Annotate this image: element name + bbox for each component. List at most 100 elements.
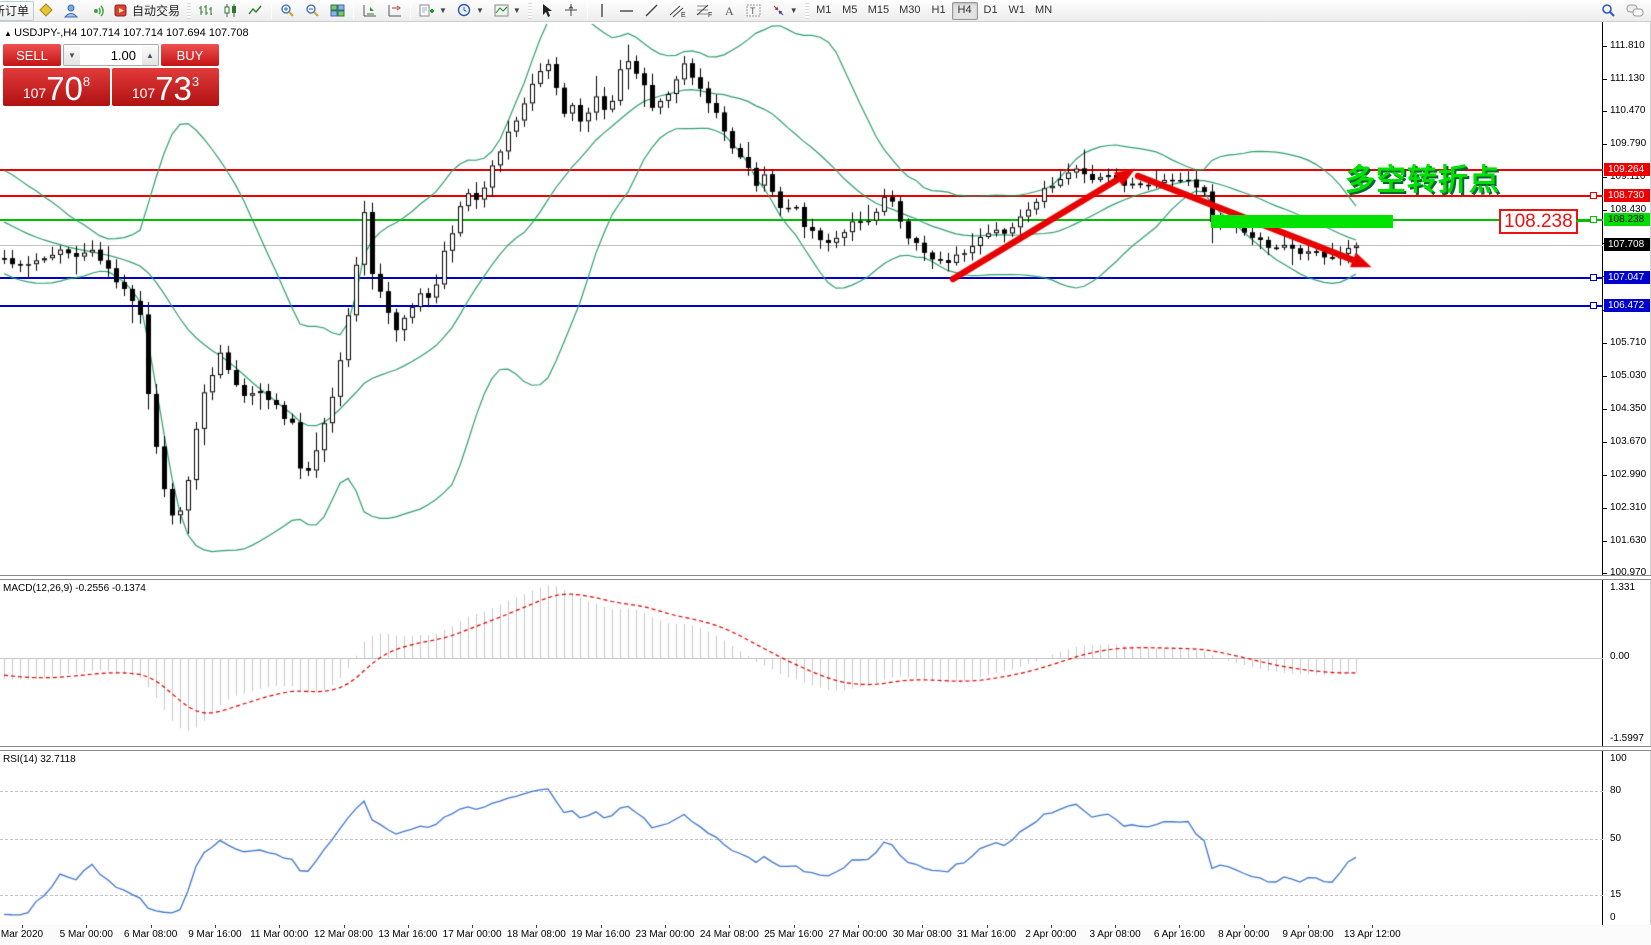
time-axis-label: 8 Apr 00:00 [1218,929,1270,940]
arrows-button[interactable]: ▼ [766,1,803,21]
level-drag-handle[interactable] [1590,191,1597,199]
level-drag-handle[interactable] [1590,273,1597,281]
time-tick-mark [1243,925,1245,928]
turning-point-annotation[interactable]: 多空转折点 [1345,163,1500,198]
time-tick-mark [214,925,216,928]
volume-decrease-button[interactable]: ▼ [64,45,80,65]
time-axis-label: 9 Mar 16:00 [188,929,242,940]
trendline-icon[interactable] [639,1,664,21]
tf-M15[interactable]: M15 [867,3,890,16]
tf-MN[interactable]: MN [1035,3,1053,16]
time-axis-label: 27 Mar 00:00 [828,929,888,940]
price-axis[interactable]: 111.810 111.130 110.470 109.790 109.110 108.4… [1603,22,1651,925]
price-tick-mark [1603,177,1607,179]
volume-input[interactable] [80,45,142,65]
tf-W1[interactable]: W1 [1008,3,1026,16]
navigator-icon[interactable] [382,1,407,21]
time-axis-label: 24 Mar 08:00 [699,929,759,940]
time-tick-mark [857,925,859,928]
time-tick-mark [986,925,988,928]
time-axis-label: 12 Mar 08:00 [314,929,373,940]
horizontal-line-icon[interactable] [614,1,639,21]
signal-icon[interactable] [84,1,109,21]
time-tick-mark [343,925,345,928]
new-order-button[interactable]: 新订单 [0,0,35,21]
sell-price-main: 70 [46,70,83,107]
channel-icon[interactable]: E [664,1,691,21]
buy-button[interactable]: BUY [161,44,219,66]
data-window-icon[interactable] [357,1,382,21]
time-axis-label: 11 Mar 00:00 [250,929,309,940]
price-tick-mark [1603,342,1607,344]
tf-D1[interactable]: D1 [983,3,998,16]
time-axis-label: 17 Mar 00:00 [442,929,502,940]
templates-button[interactable]: ▼ [489,1,526,21]
sell-button[interactable]: SELL [3,44,61,66]
price-chart-canvas[interactable] [0,22,1603,925]
level-drag-handle[interactable] [1590,301,1597,309]
pane-splitter[interactable] [0,746,1651,751]
buy-price-prefix: 107 [131,85,156,101]
time-tick-mark [472,925,474,928]
chat-icon[interactable] [1621,1,1649,21]
price-tick-mark [1603,408,1607,410]
tf-M30[interactable]: M30 [899,3,921,16]
time-axis-label: 18 Mar 08:00 [506,929,566,940]
level-drag-handle[interactable] [1590,215,1597,223]
volume-increase-button[interactable]: ▲ [142,45,158,65]
bar-chart-icon[interactable] [193,1,218,21]
time-tick-mark [22,925,23,928]
text-label-icon[interactable]: T [741,1,766,21]
macd-axis-label: 0.00 [1610,651,1630,662]
price-tick-label: 104.350 [1610,402,1647,414]
price-tick-mark [1603,507,1607,509]
toolbar: 新订单 自动交易 [0,0,1651,22]
time-tick-mark [729,925,731,928]
price-tick-label: 108.430 [1610,204,1647,216]
zoom-out-icon[interactable] [300,1,325,21]
line-chart-icon[interactable] [243,1,268,21]
crosshair-icon[interactable] [559,1,584,21]
svg-text:A: A [725,4,734,18]
time-axis[interactable]: Mar 2020 5 Mar 00:00 6 Mar 08:00 9 Mar 16:0… [0,925,1651,945]
highlight-bar[interactable] [1211,215,1393,228]
rsi-axis-label: 50 [1610,833,1622,844]
tile-windows-icon[interactable] [325,1,350,21]
symbol-ohlc-line: ▲ USDJPY-,H4 107.714 107.714 107.694 107… [4,27,249,39]
chevron-down-icon: ▼ [512,6,521,15]
zoom-in-icon[interactable] [275,1,300,21]
tf-M5[interactable]: M5 [842,3,858,16]
pane-splitter[interactable] [0,575,1651,580]
time-tick-mark [1308,925,1309,928]
price-tick-label: 111.130 [1610,73,1645,85]
text-icon[interactable]: A [718,1,741,21]
price-badge: 107.708 [1604,238,1650,252]
tf-M1[interactable]: M1 [816,3,832,16]
price-level-label-box[interactable]: 108.238 [1499,209,1578,234]
candlestick-chart-icon[interactable] [218,1,243,21]
periods-button[interactable]: ▼ [452,1,489,21]
chevron-down-icon: ▼ [439,6,447,15]
price-tick-label: 103.670 [1610,435,1647,447]
price-tick-mark [1603,111,1607,113]
sell-price-tile[interactable]: 107 70 8 [3,68,110,106]
new-chart-button[interactable]: ▼ [414,1,452,21]
time-tick-mark [536,925,538,928]
price-tick-label: 101.630 [1610,534,1647,546]
tf-H4[interactable]: H4 [951,1,978,20]
time-axis-label: 23 Mar 00:00 [635,929,695,940]
metaeditor-icon[interactable] [34,1,59,21]
tf-H1[interactable]: H1 [931,3,946,16]
buy-price-tile[interactable]: 107 73 3 [112,68,219,106]
fibonacci-icon[interactable]: F [691,1,718,21]
time-axis-label: 2 Apr 00:00 [1025,929,1077,940]
autotrading-button[interactable]: 自动交易 [109,1,185,21]
search-icon[interactable] [1595,1,1621,21]
time-tick-mark [1179,925,1181,928]
accounts-icon[interactable] [59,1,84,21]
price-tick-label: 109.110 [1610,171,1646,183]
vertical-line-icon[interactable] [591,1,614,21]
cursor-icon[interactable] [534,1,559,21]
